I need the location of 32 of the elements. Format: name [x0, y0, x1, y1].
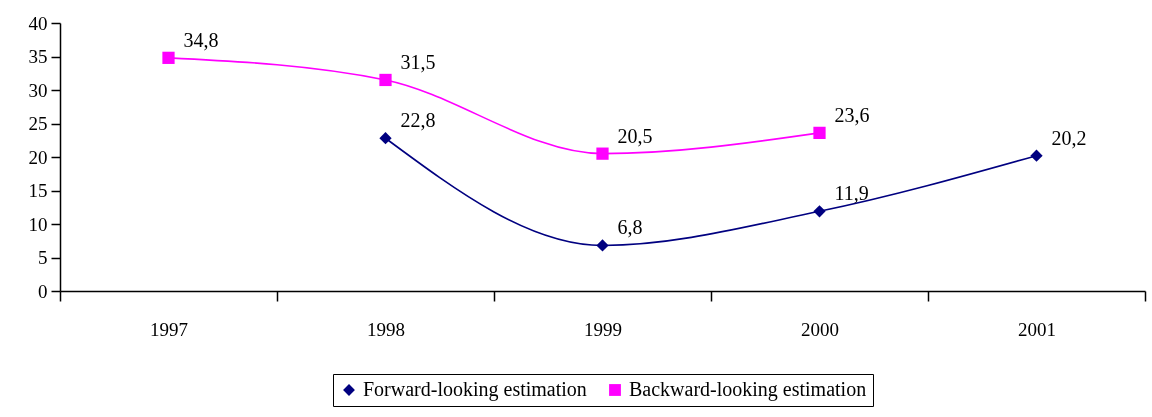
point [1030, 149, 1043, 162]
y-tick-label: 5 [38, 247, 48, 268]
data-label: 6,8 [617, 216, 643, 239]
point [596, 147, 609, 160]
data-label: 20,2 [1051, 126, 1087, 149]
x-tick-label: 1999 [584, 318, 622, 340]
legend-label: Forward-looking estimation [363, 378, 587, 401]
y-tick-label: 35 [28, 46, 48, 67]
data-label: 20,5 [617, 124, 653, 147]
data-label: 23,6 [834, 103, 870, 126]
point [813, 205, 826, 218]
y-tick-label: 10 [28, 213, 48, 235]
data-label: 34,8 [183, 28, 219, 51]
data-label: 11,9 [834, 182, 869, 205]
y-tick-label: 20 [28, 146, 48, 168]
x-tick-label: 2001 [1018, 318, 1056, 340]
point [813, 126, 826, 139]
data-label: 22,8 [400, 109, 436, 132]
point [379, 73, 392, 87]
y-tick-label: 40 [28, 12, 48, 34]
data-label: 31,5 [400, 50, 436, 73]
legend-label: Backward-looking estimation [629, 378, 867, 401]
y-tick-label: 15 [28, 180, 48, 201]
y-tick-label: 25 [28, 113, 48, 134]
point [596, 239, 609, 252]
y-tick-label: 30 [28, 79, 48, 101]
x-tick-label: 1997 [150, 318, 188, 340]
x-tick-label: 1998 [367, 318, 405, 340]
x-tick-label: 2000 [801, 318, 839, 340]
y-tick-label: 0 [38, 280, 48, 302]
point [379, 132, 392, 145]
point [162, 51, 175, 64]
